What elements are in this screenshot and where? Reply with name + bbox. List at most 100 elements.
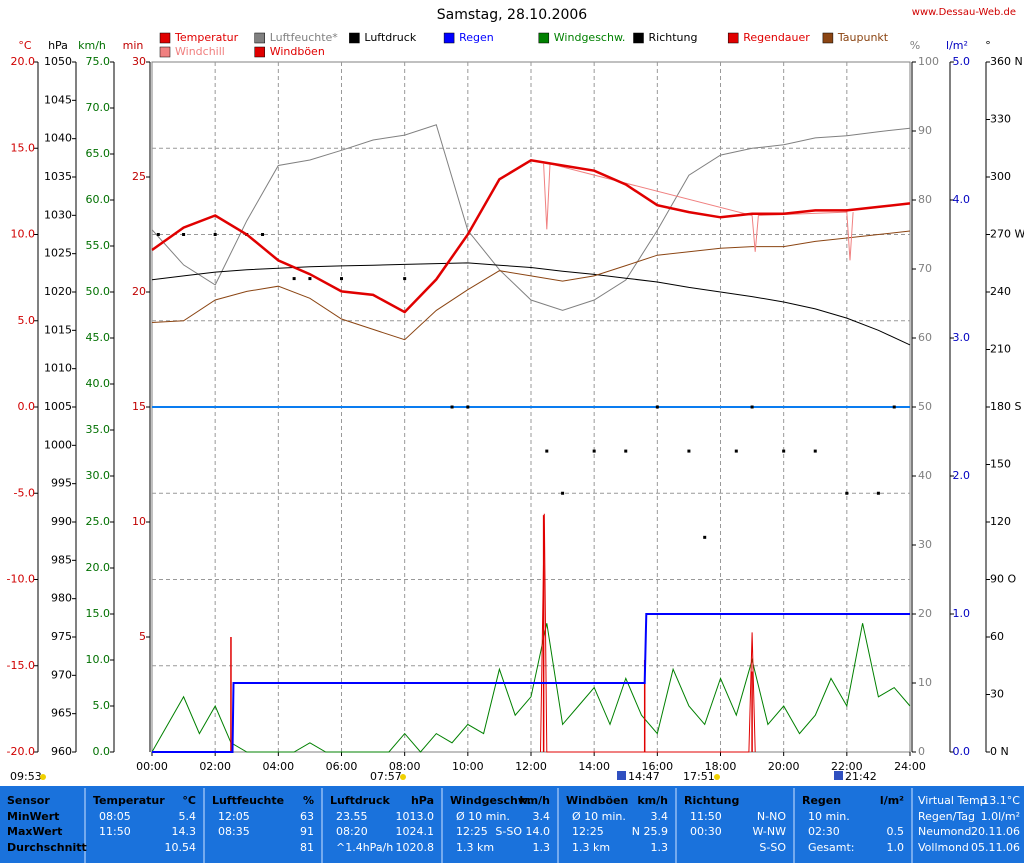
axis-unit: km/h [78, 39, 106, 52]
y-tick-label: 1010 [44, 362, 72, 375]
cell: 12:25 [572, 825, 604, 838]
sun-time: 14:47 [628, 770, 660, 783]
direction-dot [750, 405, 754, 409]
cell: 3.4 [651, 810, 669, 823]
cell: 10.54 [165, 841, 197, 854]
direction-dot [156, 233, 160, 236]
series-line [151, 623, 911, 753]
column-unit: °C [182, 794, 196, 807]
y-tick-label: 25 [132, 170, 146, 183]
y-tick-label: 0 [918, 745, 925, 758]
y-tick-label: 990 [51, 515, 72, 528]
x-tick-label: 12:00 [515, 760, 547, 773]
legend-swatch [443, 32, 455, 44]
direction-dot [308, 277, 312, 281]
legend-label: Windchill [175, 45, 225, 58]
x-tick-label: 14:00 [578, 760, 610, 773]
moon-icon [617, 771, 626, 780]
y-tick-label: 995 [51, 477, 72, 490]
row-label: MaxWert [7, 825, 62, 838]
cell: 0.5 [887, 825, 905, 838]
x-tick-label: 24:00 [894, 760, 926, 773]
y-tick-label: 60 [918, 331, 932, 344]
direction-dot [340, 277, 343, 281]
legend-swatch [538, 32, 550, 44]
y-tick-label: 60.0 [86, 193, 111, 206]
column-unit: km/h [637, 794, 668, 807]
cell: 1.3 [651, 841, 669, 854]
cell: N-NO [757, 810, 786, 823]
cell: Gesamt: [808, 841, 855, 854]
cell: 91 [300, 825, 314, 838]
cell: 1024.1 [396, 825, 435, 838]
series-line [151, 262, 911, 346]
cell: S-SO [759, 841, 786, 854]
cell: 11:50 [99, 825, 131, 838]
y-tick-label: 985 [51, 553, 72, 566]
cell: 1013.0 [396, 810, 435, 823]
x-tick-label: 00:00 [136, 760, 168, 773]
sun-icon [714, 774, 720, 780]
y-tick-label: 1.0 [953, 607, 971, 620]
y-tick-label: 10 [132, 515, 146, 528]
column-header: Luftdruck [330, 794, 391, 807]
y-tick-label: 5.0 [18, 314, 36, 327]
cell: 1020.8 [396, 841, 435, 854]
cell: 12:05 [218, 810, 250, 823]
cell: 00:30 [690, 825, 722, 838]
cell: 3.4 [533, 810, 551, 823]
y-tick-label: 35.0 [86, 423, 111, 436]
direction-dot [876, 491, 880, 495]
direction-dot [655, 405, 659, 409]
axis-unit: min [123, 39, 144, 52]
y-tick-label: 15.0 [11, 141, 36, 154]
column-header: Richtung [684, 794, 739, 807]
direction-dot [261, 233, 265, 236]
cell: 11:50 [690, 810, 722, 823]
direction-dot [561, 491, 565, 495]
column-header: Temperatur [93, 794, 165, 807]
direction-dot [466, 405, 470, 409]
y-tick-label: 40.0 [86, 377, 111, 390]
direction-dot [845, 491, 849, 495]
legend-label: Taupunkt [837, 31, 889, 44]
cell: Ø 10 min. [572, 810, 626, 823]
cell: 1.3 km [572, 841, 610, 854]
summary-table: Sensor MinWert MaxWert Durchschnitt Temperat… [7, 788, 1020, 863]
y-tick-label: 45.0 [86, 331, 111, 344]
y-tick-label: 50 [918, 400, 932, 413]
series-line [151, 158, 911, 314]
x-tick-label: 20:00 [768, 760, 800, 773]
axis-unit: l/m² [946, 39, 968, 52]
y-tick-label: 180 S [990, 400, 1021, 413]
cell: 1.3 [533, 841, 551, 854]
series-line [152, 613, 910, 753]
row-label: Durchschnitt [7, 841, 87, 854]
sun-time: 21:42 [845, 770, 877, 783]
cell: 12:25 [456, 825, 488, 838]
cell: 08:20 [336, 825, 368, 838]
column-unit: % [303, 794, 314, 807]
y-tick-label: 10.0 [86, 653, 111, 666]
direction-dot [292, 277, 296, 281]
y-tick-label: 30 [990, 688, 1004, 701]
y-tick-label: 65.0 [86, 147, 111, 160]
y-tick-label: 5.0 [953, 55, 971, 68]
source: www.Dessau-Web.de [912, 7, 1016, 18]
column-unit: l/m² [880, 794, 904, 807]
y-tick-label: 980 [51, 592, 72, 605]
y-tick-label: 90 O [990, 573, 1016, 586]
y-tick-label: 60 [990, 630, 1004, 643]
cell: Virtual Temp [918, 794, 987, 807]
y-tick-label: 20.0 [86, 561, 111, 574]
legend-label: Windböen [270, 45, 325, 58]
y-tick-label: 80 [918, 193, 932, 206]
legend-swatch [349, 32, 360, 44]
cell: W-NW [752, 825, 786, 838]
cell: 1.0l/m² [981, 810, 1020, 823]
sun-time: 09:53 [10, 770, 42, 783]
legend-swatch [822, 32, 834, 44]
column-header: Luftfeuchte [212, 794, 284, 807]
sun-times: 09:53 07:57 14:47 17:51 21:42 [10, 770, 877, 783]
column-unit: hPa [411, 794, 434, 807]
